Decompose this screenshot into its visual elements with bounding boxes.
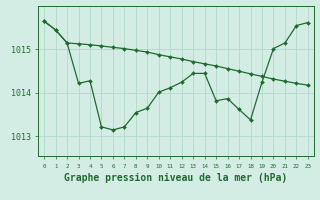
- X-axis label: Graphe pression niveau de la mer (hPa): Graphe pression niveau de la mer (hPa): [64, 173, 288, 183]
